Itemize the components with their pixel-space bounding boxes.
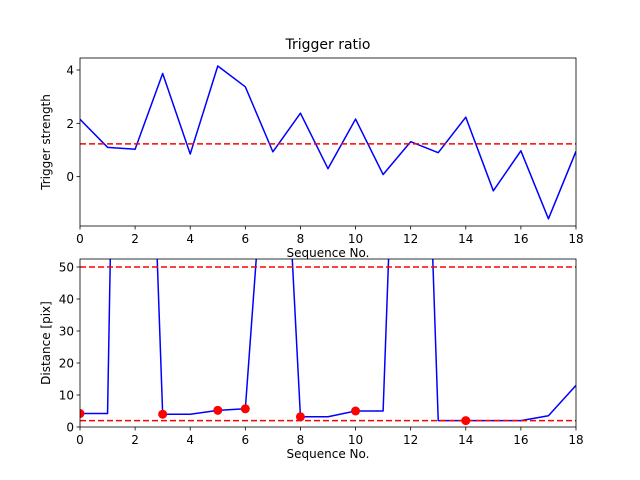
y-tick-label: 0 bbox=[66, 421, 74, 435]
x-tick-label: 2 bbox=[131, 232, 139, 246]
data-point-marker bbox=[295, 412, 305, 422]
x-tick-label: 18 bbox=[568, 232, 583, 246]
data-point-marker bbox=[80, 409, 85, 419]
y-axis-label: Distance [pix] bbox=[39, 301, 53, 385]
y-tick-label: 40 bbox=[59, 293, 74, 307]
y-tick-label: 20 bbox=[59, 357, 74, 371]
y-tick-label: 0 bbox=[66, 170, 74, 184]
x-tick-label: 14 bbox=[458, 232, 473, 246]
x-axis-label: Sequence No. bbox=[287, 246, 370, 260]
chart-bottom: 0 2 4 6 8 10 12 14 16 18 0 10 20 30 40 50 Sequence No. Di… bbox=[39, 258, 584, 461]
x-tick-label: 10 bbox=[348, 433, 363, 447]
axes-frame bbox=[79, 258, 577, 428]
x-tick-label: 2 bbox=[131, 433, 139, 447]
series-line bbox=[80, 65, 576, 220]
data-point-marker bbox=[461, 416, 471, 426]
data-point-marker bbox=[351, 406, 361, 416]
x-tick-label: 16 bbox=[513, 433, 528, 447]
x-tick-label: 14 bbox=[458, 433, 473, 447]
x-tick-label: 18 bbox=[568, 433, 583, 447]
data-point-marker bbox=[158, 409, 168, 419]
x-tick-label: 8 bbox=[297, 433, 305, 447]
data-point-marker bbox=[240, 404, 250, 414]
chart-title: Trigger ratio bbox=[284, 37, 370, 53]
x-tick-label: 8 bbox=[297, 232, 305, 246]
x-tick-label: 16 bbox=[513, 232, 528, 246]
x-tick-label: 10 bbox=[348, 232, 363, 246]
axes-frame bbox=[79, 57, 577, 227]
x-tick-label: 4 bbox=[186, 232, 194, 246]
y-tick-label: 2 bbox=[66, 117, 74, 131]
plot-area bbox=[80, 65, 576, 220]
data-point-marker bbox=[213, 405, 223, 415]
x-tick-label: 0 bbox=[76, 433, 84, 447]
x-tick-label: 6 bbox=[242, 232, 250, 246]
x-tick-label: 12 bbox=[403, 232, 418, 246]
x-tick-label: 6 bbox=[242, 433, 250, 447]
x-tick-label: 0 bbox=[76, 232, 84, 246]
x-tick-label: 4 bbox=[186, 433, 194, 447]
plot-area bbox=[80, 259, 576, 426]
y-tick-label: 50 bbox=[59, 261, 74, 275]
chart-top: 0 2 4 6 8 10 12 14 16 18 0 2 4 Sequence No. Trigger st… bbox=[39, 37, 584, 260]
y-axis-label: Trigger strength bbox=[39, 94, 53, 191]
x-tick-label: 12 bbox=[403, 433, 418, 447]
y-tick-label: 10 bbox=[59, 389, 74, 403]
y-tick-label: 30 bbox=[59, 325, 74, 339]
y-tick-label: 4 bbox=[66, 64, 74, 78]
x-axis-label: Sequence No. bbox=[287, 447, 370, 461]
series-line bbox=[80, 259, 576, 422]
